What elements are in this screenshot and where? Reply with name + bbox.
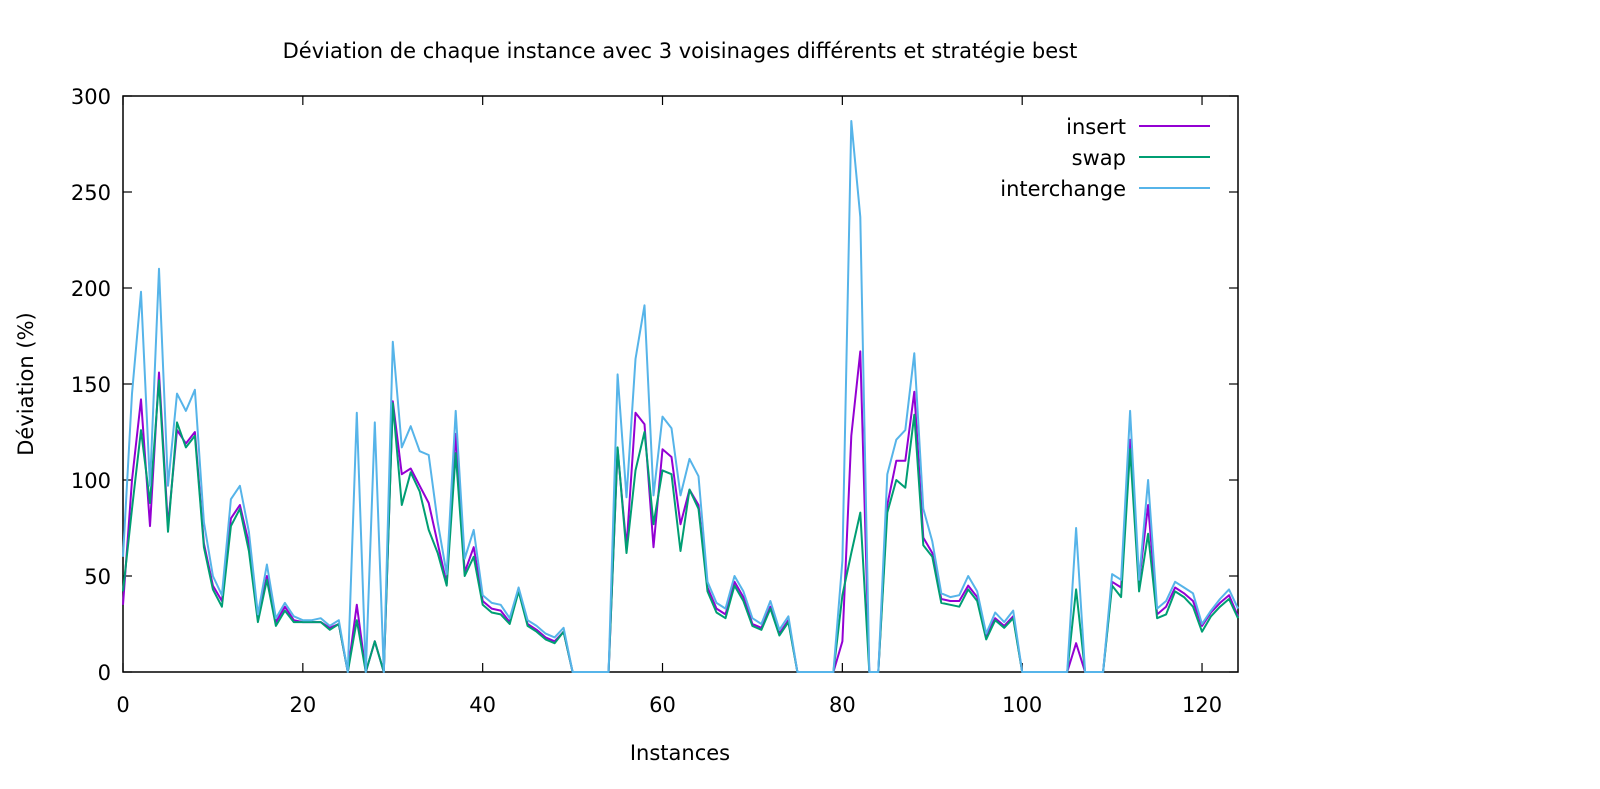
y-tick-label: 200 (71, 277, 111, 301)
x-tick-label: 120 (1182, 693, 1222, 717)
series-lines (122, 120, 1239, 673)
y-tick-label: 250 (71, 181, 111, 205)
y-axis-title: Déviation (%) (14, 312, 38, 455)
legend-label-insert: insert (1066, 115, 1126, 139)
x-axis-title: Instances (630, 741, 730, 765)
x-tick-label: 60 (649, 693, 676, 717)
y-tick-label: 300 (71, 85, 111, 109)
x-tick-label: 0 (116, 693, 129, 717)
series-line-interchange (122, 120, 1239, 673)
y-tick-label: 50 (84, 565, 111, 589)
legend-label-interchange: interchange (1000, 177, 1126, 201)
x-tick-label: 100 (1002, 693, 1042, 717)
x-tick-label: 40 (469, 693, 496, 717)
x-tick-label: 80 (829, 693, 856, 717)
y-tick-label: 150 (71, 373, 111, 397)
y-tick-label: 100 (71, 469, 111, 493)
axis-ticks: 0 50 100 150 200 250 300 0 20 40 60 80 100 120 (71, 85, 1238, 717)
legend: insert swap interchange (1000, 115, 1210, 201)
chart-title: Déviation de chaque instance avec 3 vois… (283, 39, 1078, 63)
legend-label-swap: swap (1072, 146, 1126, 170)
y-tick-label: 0 (98, 661, 111, 685)
x-tick-label: 20 (289, 693, 316, 717)
